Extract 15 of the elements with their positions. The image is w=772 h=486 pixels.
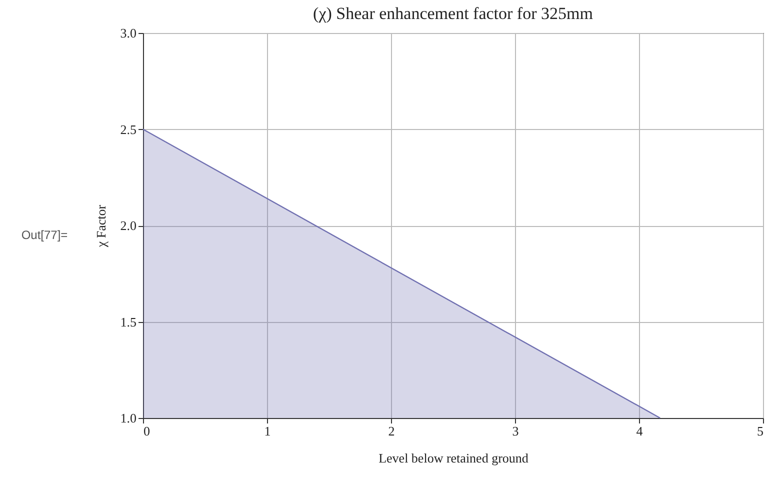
x-tick-label: 2 — [388, 424, 395, 438]
x-tick-label: 3 — [512, 424, 519, 438]
x-tick-label: 5 — [757, 424, 764, 438]
y-tick-label: 3.0 — [120, 26, 136, 40]
y-tick-label: 1.5 — [120, 314, 136, 330]
x-tick-label: 0 — [144, 424, 150, 438]
text: Out[77]= — [20, 228, 69, 242]
y-tick-label: 1.0 — [120, 410, 136, 426]
x-tick-label: 1 — [264, 424, 271, 438]
y-tick-label: 2.0 — [120, 218, 136, 233]
y-axis-title: χ Factor — [93, 204, 108, 248]
x-tick-label: 4 — [636, 424, 644, 438]
x-axis-title: Level below retained ground — [378, 450, 529, 466]
chart-title: (χ) Shear enhancement factor for 325mm — [313, 4, 593, 23]
y-tick-label: 2.5 — [120, 122, 136, 137]
